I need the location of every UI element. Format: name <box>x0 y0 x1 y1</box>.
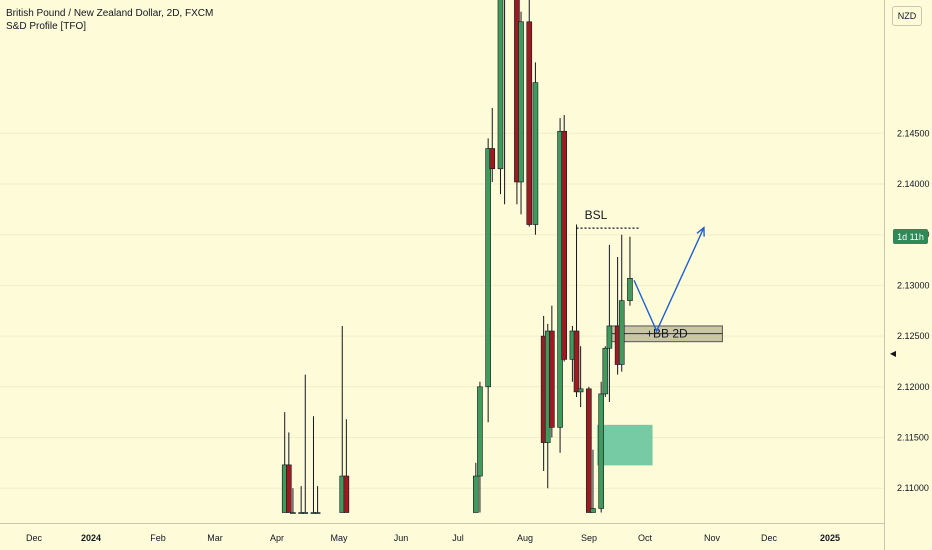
bar-countdown-label: 1d 11h <box>893 229 928 244</box>
time-tick-label: Aug <box>517 533 533 543</box>
candle-body <box>314 512 321 514</box>
candle-body <box>477 386 483 477</box>
candle-body <box>573 330 580 393</box>
candle <box>526 0 533 227</box>
time-tick-label: 2025 <box>820 533 840 543</box>
zones-layer <box>597 325 723 466</box>
price-tick-label: 2.12500 <box>897 331 930 341</box>
scroll-to-realtime-icon[interactable]: ◀ <box>889 348 897 358</box>
candle <box>302 374 309 514</box>
price-tick-label: 2.13000 <box>897 280 930 290</box>
time-tick-label: Mar <box>207 533 223 543</box>
candle <box>489 107 496 182</box>
candle-body <box>286 464 292 513</box>
candle-body <box>473 475 479 513</box>
price-tick-label: 2.12000 <box>897 382 930 392</box>
symbol-title[interactable]: British Pound / New Zealand Dollar, 2D, … <box>6 8 214 19</box>
candle <box>561 115 567 362</box>
indicator-title[interactable]: S&D Profile [TFO] <box>6 21 87 32</box>
candle <box>497 0 504 195</box>
candle-body <box>606 325 613 349</box>
time-tick-label: Jul <box>452 533 464 543</box>
price-tick-label: 2.11000 <box>897 483 929 493</box>
candle <box>290 488 296 514</box>
candle-body <box>618 300 625 365</box>
candle-body <box>532 82 539 225</box>
bb-label: +BB 2D <box>646 327 688 341</box>
price-tick-label: 2.11500 <box>897 433 929 443</box>
candle <box>518 11 524 215</box>
price-axis[interactable]: 2.145002.140002.135002.130002.125002.120… <box>897 128 930 493</box>
time-tick-label: Sep <box>581 533 597 543</box>
candle-body <box>586 388 592 513</box>
time-tick-label: Dec <box>761 533 778 543</box>
time-tick-label: Dec <box>26 533 43 543</box>
candle <box>577 346 584 408</box>
candle <box>532 62 539 235</box>
candle <box>586 386 592 513</box>
time-tick-label: Oct <box>638 533 653 543</box>
time-tick-label: Apr <box>270 533 284 543</box>
candle-body <box>590 508 596 513</box>
time-tick-label: May <box>330 533 348 543</box>
time-axis[interactable]: Dec 2024 Feb Mar Apr May Jun Jul Aug Sep Oct Nov Dec… <box>26 533 840 543</box>
candle-body <box>602 347 609 395</box>
candle <box>602 346 609 397</box>
candle-body <box>489 148 496 170</box>
candle <box>477 381 483 513</box>
candle-body <box>302 512 309 514</box>
candle <box>286 432 292 513</box>
candle-body <box>343 475 350 513</box>
chart-legend: British Pound / New Zealand Dollar, 2D, … <box>6 7 213 33</box>
y-gridlines <box>0 132 884 489</box>
time-tick-label: Feb <box>150 533 166 543</box>
candle <box>504 0 506 205</box>
price-tick-label: 2.14000 <box>897 179 930 189</box>
time-tick-label: 2024 <box>81 533 101 543</box>
candle-body <box>561 130 567 360</box>
candle-body <box>290 512 296 514</box>
currency-badge[interactable]: NZD <box>892 6 922 26</box>
time-tick-label: Jun <box>394 533 409 543</box>
projection-arrowhead <box>696 226 705 237</box>
candle <box>314 486 321 514</box>
candle <box>485 138 491 423</box>
candle-body <box>518 21 524 183</box>
candle <box>606 244 613 403</box>
candle <box>627 236 633 306</box>
candle-body <box>549 330 555 428</box>
candle <box>598 381 604 513</box>
candle <box>298 486 304 514</box>
annotations-layer: BSL +BB 2D <box>576 208 705 341</box>
candles-layer <box>281 0 633 514</box>
projection-path <box>633 227 705 333</box>
bsl-label: BSL <box>585 208 608 222</box>
candle <box>343 419 350 513</box>
candle <box>618 234 625 372</box>
candle-body <box>598 393 604 509</box>
candle <box>549 305 555 438</box>
candle <box>573 224 580 397</box>
demand-zone <box>597 424 653 466</box>
time-tick-label: Nov <box>704 533 721 543</box>
price-tick-label: 2.14500 <box>897 128 930 138</box>
candle-body <box>627 278 633 301</box>
candle-body <box>526 21 533 225</box>
candle <box>590 449 596 513</box>
candle-body <box>577 388 584 393</box>
candle-body <box>485 148 491 388</box>
candle <box>473 462 479 513</box>
candle <box>310 416 317 514</box>
candle-body <box>497 0 504 170</box>
